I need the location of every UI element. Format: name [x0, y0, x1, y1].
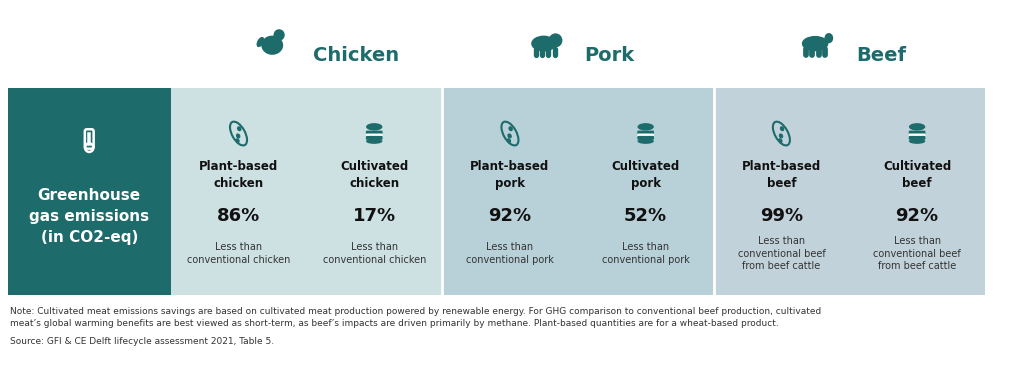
Ellipse shape — [824, 33, 834, 43]
Polygon shape — [171, 88, 306, 295]
Ellipse shape — [909, 139, 926, 144]
Ellipse shape — [638, 123, 654, 131]
Ellipse shape — [507, 134, 512, 138]
Polygon shape — [8, 88, 171, 295]
Ellipse shape — [638, 139, 654, 144]
Ellipse shape — [366, 123, 382, 131]
Text: Greenhouse
gas emissions
(in CO2-eq): Greenhouse gas emissions (in CO2-eq) — [29, 188, 150, 245]
Ellipse shape — [802, 36, 828, 51]
Ellipse shape — [236, 138, 240, 143]
Text: 92%: 92% — [896, 207, 939, 226]
Text: Less than
conventional chicken: Less than conventional chicken — [323, 242, 426, 265]
FancyBboxPatch shape — [908, 134, 926, 137]
Text: Plant-based
beef: Plant-based beef — [741, 160, 821, 190]
Text: Less than
conventional chicken: Less than conventional chicken — [186, 242, 290, 265]
Ellipse shape — [780, 126, 784, 131]
Ellipse shape — [257, 37, 264, 47]
Polygon shape — [578, 88, 714, 295]
Ellipse shape — [261, 36, 284, 55]
Text: 17%: 17% — [352, 207, 396, 226]
FancyBboxPatch shape — [637, 134, 654, 137]
Text: 86%: 86% — [217, 207, 260, 226]
Text: Source: GFI & CE Delft lifecycle assessment 2021, Table 5.: Source: GFI & CE Delft lifecycle assessm… — [10, 337, 273, 346]
Text: Plant-based
pork: Plant-based pork — [470, 160, 550, 190]
Ellipse shape — [236, 134, 241, 138]
FancyBboxPatch shape — [366, 136, 383, 140]
Ellipse shape — [779, 134, 783, 138]
FancyBboxPatch shape — [908, 131, 926, 135]
Polygon shape — [442, 88, 578, 295]
Text: Less than
conventional pork: Less than conventional pork — [466, 242, 554, 265]
Ellipse shape — [778, 138, 782, 143]
Text: Cultivated
pork: Cultivated pork — [611, 160, 680, 190]
Text: Plant-based
chicken: Plant-based chicken — [199, 160, 279, 190]
Polygon shape — [849, 88, 985, 295]
FancyBboxPatch shape — [366, 131, 383, 135]
Text: Cultivated
beef: Cultivated beef — [883, 160, 951, 190]
Ellipse shape — [237, 126, 242, 131]
Text: 99%: 99% — [760, 207, 803, 226]
Polygon shape — [714, 88, 849, 295]
Text: Pork: Pork — [585, 46, 635, 64]
Ellipse shape — [508, 126, 513, 131]
FancyBboxPatch shape — [366, 134, 383, 137]
Circle shape — [549, 33, 562, 47]
Ellipse shape — [909, 123, 926, 131]
Ellipse shape — [507, 138, 511, 143]
Text: 52%: 52% — [624, 207, 668, 226]
FancyBboxPatch shape — [637, 136, 654, 140]
Text: Less than
conventional pork: Less than conventional pork — [602, 242, 689, 265]
Ellipse shape — [366, 139, 382, 144]
Text: Chicken: Chicken — [313, 46, 399, 64]
Text: Note: Cultivated meat emissions savings are based on cultivated meat production : Note: Cultivated meat emissions savings … — [10, 307, 821, 328]
Text: Less than
conventional beef
from beef cattle: Less than conventional beef from beef ca… — [737, 236, 825, 271]
Text: Beef: Beef — [856, 46, 906, 64]
Circle shape — [273, 29, 285, 41]
Text: 92%: 92% — [488, 207, 531, 226]
Text: Cultivated
chicken: Cultivated chicken — [340, 160, 409, 190]
Polygon shape — [306, 88, 442, 295]
Ellipse shape — [531, 36, 556, 52]
FancyBboxPatch shape — [637, 131, 654, 135]
FancyBboxPatch shape — [908, 136, 926, 140]
Text: Less than
conventional beef
from beef cattle: Less than conventional beef from beef ca… — [873, 236, 961, 271]
